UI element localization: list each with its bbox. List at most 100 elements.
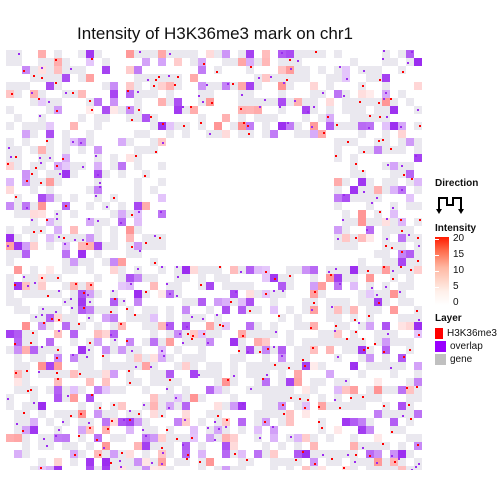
heatmap-cell	[278, 346, 286, 354]
heatmap-speckle	[408, 404, 410, 406]
heatmap-cell	[262, 442, 270, 450]
heatmap-speckle	[248, 133, 250, 135]
heatmap-cell	[254, 378, 262, 386]
heatmap-cell	[166, 282, 174, 290]
heatmap-cell	[326, 338, 334, 346]
heatmap-cell	[270, 130, 278, 138]
heatmap-cell	[286, 458, 294, 466]
heatmap-cell	[134, 154, 142, 162]
heatmap-speckle	[278, 315, 280, 317]
heatmap-speckle	[87, 294, 89, 296]
heatmap-speckle	[99, 454, 101, 456]
heatmap-speckle	[33, 231, 35, 233]
heatmap-cell	[238, 122, 246, 130]
heatmap-cell	[94, 146, 102, 154]
heatmap-cell	[6, 178, 14, 186]
heatmap-cell	[214, 122, 222, 130]
layer-label-overlap: overlap	[450, 340, 483, 352]
heatmap-speckle	[286, 79, 288, 81]
heatmap-speckle	[363, 151, 365, 153]
heatmap-cell	[390, 466, 398, 470]
heatmap-cell	[294, 66, 302, 74]
heatmap-speckle	[411, 51, 413, 53]
heatmap-cell	[326, 346, 334, 354]
heatmap-cell	[166, 338, 174, 346]
heatmap-cell	[310, 338, 318, 346]
heatmap-cell	[406, 234, 414, 242]
heatmap-cell	[6, 186, 14, 194]
heatmap-cell	[238, 418, 246, 426]
heatmap-cell	[350, 266, 358, 274]
heatmap-speckle	[121, 452, 123, 454]
heatmap-cell	[86, 370, 94, 378]
heatmap-cell	[414, 378, 422, 386]
heatmap-speckle	[135, 155, 137, 157]
heatmap-cell	[398, 234, 406, 242]
heatmap-cell	[182, 274, 190, 282]
heatmap-cell	[110, 234, 118, 242]
heatmap-cell	[14, 450, 22, 458]
heatmap-cell	[262, 274, 270, 282]
heatmap-cell	[134, 186, 142, 194]
heatmap-speckle	[282, 404, 284, 406]
heatmap-cell	[270, 426, 278, 434]
heatmap-cell	[246, 290, 254, 298]
heatmap-cell	[334, 306, 342, 314]
heatmap-speckle	[379, 79, 381, 81]
heatmap-cell	[198, 330, 206, 338]
heatmap-cell	[254, 418, 262, 426]
heatmap-cell	[46, 138, 54, 146]
heatmap-cell	[30, 242, 38, 250]
heatmap-cell	[94, 226, 102, 234]
heatmap-cell	[398, 354, 406, 362]
heatmap-speckle	[403, 174, 405, 176]
heatmap-cell	[366, 362, 374, 370]
heatmap-cell	[214, 434, 222, 442]
heatmap-cell	[390, 330, 398, 338]
heatmap-cell	[222, 434, 230, 442]
heatmap-cell	[38, 458, 46, 466]
heatmap-cell	[150, 74, 158, 82]
heatmap-cell	[214, 82, 222, 90]
heatmap-cell	[374, 434, 382, 442]
heatmap-cell	[142, 130, 150, 138]
heatmap-speckle	[227, 83, 229, 85]
heatmap-cell	[238, 130, 246, 138]
heatmap-cell	[334, 90, 342, 98]
heatmap-cell	[30, 266, 38, 274]
heatmap-speckle	[247, 125, 249, 127]
heatmap-cell	[278, 314, 286, 322]
heatmap-cell	[382, 330, 390, 338]
heatmap-cell	[150, 234, 158, 242]
heatmap-speckle	[216, 314, 218, 316]
heatmap-cell	[118, 258, 126, 266]
heatmap-cell	[374, 330, 382, 338]
heatmap-cell	[166, 354, 174, 362]
heatmap-cell	[142, 434, 150, 442]
heatmap-cell	[62, 322, 70, 330]
heatmap-cell	[150, 138, 158, 146]
heatmap-speckle	[174, 84, 176, 86]
heatmap-cell	[110, 90, 118, 98]
heatmap-cell	[414, 322, 422, 330]
heatmap-cell	[270, 290, 278, 298]
heatmap-cell	[78, 370, 86, 378]
heatmap-cell	[230, 354, 238, 362]
heatmap-cell	[366, 466, 374, 470]
heatmap-cell	[54, 458, 62, 466]
heatmap-cell	[6, 50, 14, 58]
heatmap-cell	[126, 346, 134, 354]
heatmap-cell	[198, 346, 206, 354]
heatmap-cell	[286, 330, 294, 338]
heatmap-cell	[94, 242, 102, 250]
heatmap-cell	[278, 106, 286, 114]
heatmap-cell	[254, 362, 262, 370]
heatmap-speckle	[83, 292, 85, 294]
heatmap-speckle	[177, 76, 179, 78]
heatmap-speckle	[378, 102, 380, 104]
heatmap-speckle	[191, 338, 193, 340]
heatmap-speckle	[218, 428, 220, 430]
heatmap-cell	[294, 314, 302, 322]
heatmap-cell	[126, 242, 134, 250]
heatmap-speckle	[131, 119, 133, 121]
